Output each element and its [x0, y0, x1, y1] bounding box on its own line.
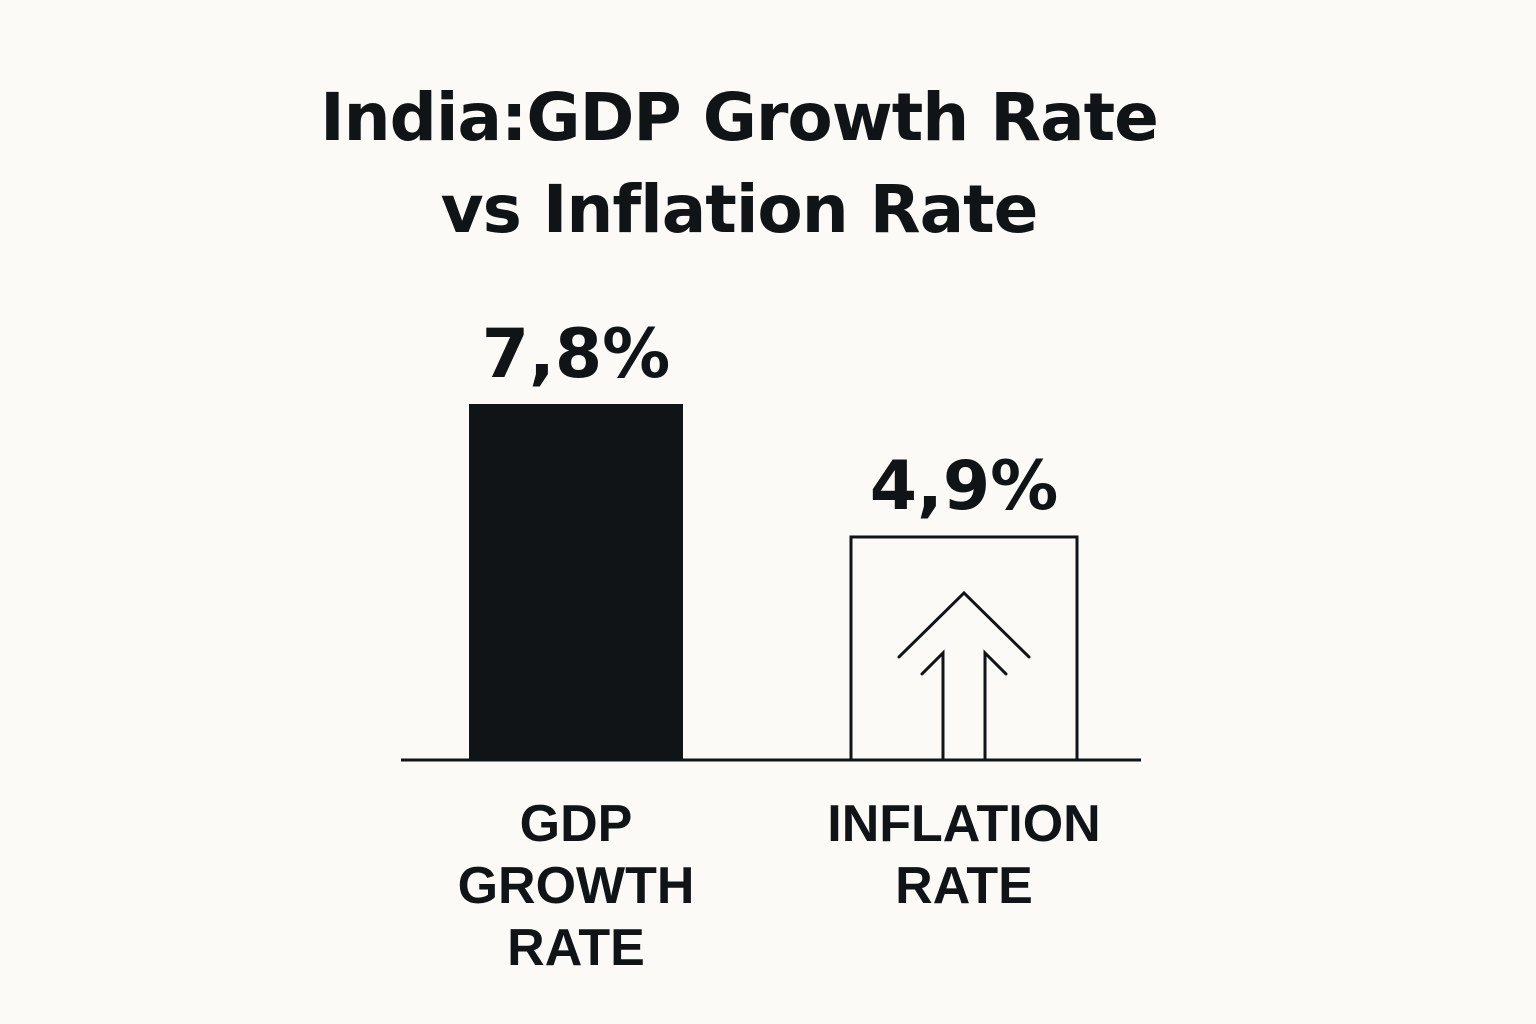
value-label-1: 4,9%: [870, 447, 1059, 526]
chart-title-line-1: India:GDP Growth Rate: [320, 79, 1159, 156]
value-label-0: 7,8%: [482, 315, 671, 394]
chart-title: India:GDP Growth Rate vs Inflation Rate: [0, 72, 1478, 256]
bar-0: [469, 404, 683, 761]
category-label-0: GDP GROWTH RATE: [458, 795, 695, 977]
category-label-1: INFLATION RATE: [827, 795, 1100, 915]
up-arrows-icon: [897, 590, 1031, 761]
chart-title-line-2: vs Inflation Rate: [440, 171, 1039, 248]
bar-1: [849, 535, 1079, 762]
